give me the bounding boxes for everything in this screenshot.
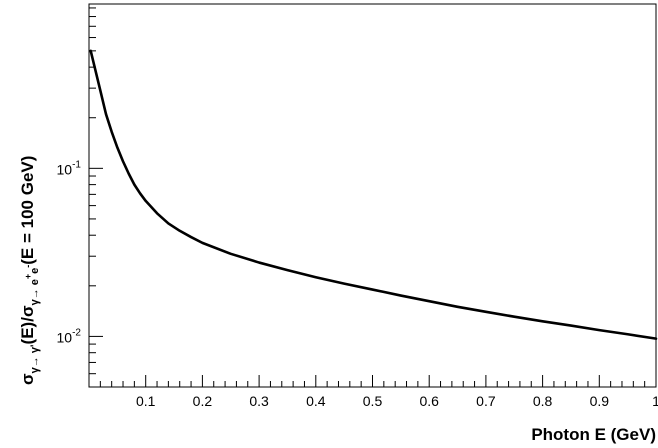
x-tick-label: 0.5 [363,393,383,409]
x-tick-label: 0.8 [533,393,553,409]
series-line [89,49,658,340]
x-tick-label: 0.4 [306,393,326,409]
y-axis-title: σγ→ γ'(E)/σγ→ e+e-(E = 100 GeV) [18,156,41,385]
x-tick-label: 1 [652,393,658,409]
x-tick-label: 0.6 [419,393,439,409]
x-tick-label: 0.1 [136,393,156,409]
x-axis-title: Photon E (GeV) [531,425,656,444]
y-axis-ticks: 10-1 10-2 [57,7,103,388]
x-tick-label: 0.3 [249,393,269,409]
x-axis-ticks: 0.1 0.2 0.3 0.4 0.5 0.6 0.7 0.8 0.9 1 [99,375,658,409]
y-tick-label: 10-2 [57,327,82,345]
x-tick-label: 0.2 [193,393,213,409]
series-layer [89,49,658,340]
plot-frame [88,3,657,388]
y-tick-label: 10-1 [57,159,82,177]
x-tick-label: 0.7 [476,393,496,409]
x-tick-label: 0.9 [590,393,610,409]
